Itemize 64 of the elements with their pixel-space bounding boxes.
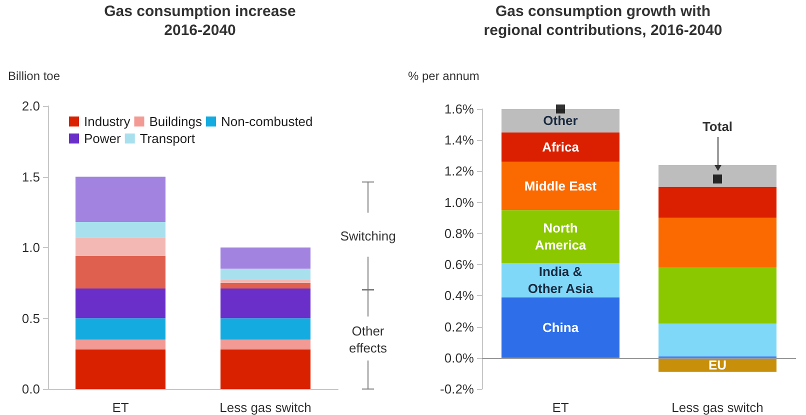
legend-label: Industry: [84, 114, 131, 129]
y-axis-title: Billion toe: [8, 69, 60, 83]
bar: [658, 268, 776, 324]
chart-title: Gas consumption increase 2016-2040: [104, 3, 296, 39]
series-label: India & Other Asia: [528, 264, 594, 296]
bar: [76, 288, 166, 318]
x-tick-label: Less gas switch: [672, 400, 764, 415]
bar: [220, 318, 310, 340]
bar: [220, 268, 310, 280]
legend-label: Non-combusted: [221, 114, 313, 129]
series-label: Other: [543, 113, 578, 128]
y-tick-label: 2.0: [22, 98, 40, 114]
bar: [502, 132, 620, 162]
bar: [220, 282, 310, 289]
bar: [76, 238, 166, 256]
x-tick-label: Less gas switch: [220, 400, 312, 415]
text: Other effects: [348, 323, 388, 356]
bar: [658, 186, 776, 218]
x-tick-label: ET: [112, 400, 129, 415]
y-tick-label: 1.6%: [444, 102, 474, 116]
y-tick-label: 0.5: [22, 310, 40, 326]
y-axis-title: % per annum: [408, 69, 480, 83]
y-tick-label: 0.4%: [444, 288, 474, 304]
bar: [76, 176, 166, 222]
y-tick-label: 0.2%: [444, 319, 474, 334]
x-tick-label: ET: [552, 400, 569, 415]
y-tick-label: 0.0: [22, 382, 40, 396]
bar: [502, 297, 620, 358]
y-tick-label: 1.2%: [444, 164, 474, 179]
series-label: North America: [534, 220, 587, 253]
series-label: EU: [708, 357, 727, 372]
series-label: Africa: [542, 140, 580, 155]
bar: [76, 222, 166, 238]
y-tick-label: 1.5: [22, 169, 40, 184]
bar: [220, 248, 310, 269]
bar: [76, 318, 166, 340]
series-label: Middle East: [524, 178, 598, 194]
bar: [76, 256, 166, 289]
y-tick-label: 0.6%: [444, 257, 474, 272]
text: Switching: [340, 228, 396, 244]
series-label: China: [542, 320, 580, 336]
y-tick-label: 0.0%: [444, 350, 474, 366]
y-tick-label: 1.4%: [444, 132, 474, 148]
chart-title: Gas consumption growth with regional contributions, 2016-2040: [484, 3, 722, 39]
annotation: Total: [702, 119, 733, 134]
bar: [502, 109, 620, 132]
bar: [658, 165, 776, 187]
bar: [76, 349, 166, 389]
legend-label: Buildings: [149, 114, 202, 129]
bar: [658, 324, 776, 356]
y-tick-label: 1.0: [22, 240, 40, 255]
y-tick-label: -0.2%: [440, 382, 474, 396]
legend-label: Transport: [140, 131, 196, 146]
legend-label: Power: [84, 131, 122, 146]
bar: [502, 162, 620, 210]
bar: [220, 288, 310, 318]
bar: [658, 218, 776, 268]
y-tick-label: 0.8%: [444, 226, 474, 241]
bar: [220, 339, 310, 350]
y-tick-label: 1.0%: [444, 194, 474, 210]
bar: [220, 280, 310, 283]
bar: [76, 339, 166, 350]
bar: [220, 349, 310, 389]
bar: [502, 210, 620, 263]
